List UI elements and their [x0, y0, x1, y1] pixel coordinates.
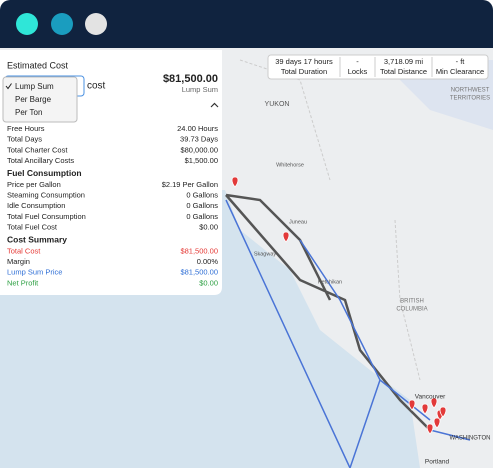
title-bar-base — [0, 30, 493, 48]
section-heading: Fuel Consumption — [7, 168, 82, 178]
stat-label: Total Duration — [281, 67, 327, 76]
stats-box — [267, 54, 489, 80]
check-icon — [5, 83, 12, 90]
row-value: 39.73 Days — [180, 135, 218, 144]
map-pin[interactable] — [282, 231, 290, 243]
window-dot[interactable] — [85, 13, 107, 35]
row-value: $80,000.00 — [180, 145, 218, 154]
map-label: Vancouver — [415, 394, 446, 401]
map-label: NORTHWEST — [451, 88, 490, 94]
panel-title: Estimated Cost — [7, 60, 69, 70]
row-label: Margin — [7, 257, 30, 266]
row-label: Total Fuel Cost — [7, 223, 58, 232]
stat-value: 39 days 17 hours — [275, 57, 333, 66]
stat-label: Total Distance — [380, 67, 427, 76]
row-value: 24.00 Hours — [177, 124, 218, 133]
row-value: 0 Gallons — [186, 190, 218, 199]
row-label: Steaming Consumption — [7, 190, 85, 199]
pins — [231, 176, 447, 435]
dropdown-menu: Lump Sum Per Barge Per Ton — [2, 76, 78, 123]
row-value: $81,500.00 — [180, 268, 218, 277]
row-value: 0.00% — [197, 257, 219, 266]
map-label: BRITISH — [400, 299, 424, 305]
map-label: Portland — [425, 459, 450, 466]
field-suffix: cost — [87, 81, 106, 92]
row-value: $0.00 — [199, 223, 218, 232]
row-value: $81,500.00 — [180, 246, 218, 255]
row-value: $2.19 Per Gallon — [162, 180, 218, 189]
window-dot[interactable] — [51, 13, 73, 35]
row-label: Idle Consumption — [7, 201, 65, 210]
row-label: Total Fuel Consumption — [7, 212, 86, 221]
map-pin[interactable] — [408, 399, 416, 411]
stat-label: Min Clearance — [436, 67, 484, 76]
map-pin[interactable] — [426, 423, 434, 435]
boundary — [225, 199, 471, 468]
row-value: $0.00 — [199, 278, 218, 287]
section-heading: Cost Summary — [7, 235, 67, 245]
row-label: Price per Gallon — [7, 180, 61, 189]
map-label: YUKON — [265, 101, 290, 108]
map-label: Whitehorse — [276, 162, 304, 168]
collapse-chevron[interactable] — [210, 102, 219, 108]
map-pin[interactable] — [421, 403, 429, 415]
row-label: Total Cost — [7, 246, 41, 255]
border — [239, 59, 421, 381]
map-label: WASHINGTON — [449, 436, 490, 442]
map-label: Skagway — [254, 251, 277, 257]
stat-value: - ft — [456, 57, 466, 66]
row-label: Net Profit — [7, 278, 39, 287]
map-pin[interactable] — [439, 406, 447, 418]
menu-bg — [2, 76, 78, 123]
row-value: $1,500.00 — [185, 156, 218, 165]
stat-label: Locks — [348, 67, 368, 76]
window-dot[interactable] — [16, 13, 38, 35]
map-label: Juneau — [289, 219, 307, 225]
map-pin[interactable] — [231, 176, 239, 188]
row-label: Free Hours — [7, 124, 45, 133]
price: $81,500.00 — [163, 73, 218, 85]
map-label: TERRITORIES — [450, 96, 490, 102]
dropdown-option[interactable]: Per Ton — [15, 108, 42, 117]
map-label: Ketchikan — [318, 279, 342, 285]
dropdown-option[interactable]: Lump Sum — [15, 82, 54, 91]
map-pin[interactable] — [433, 417, 441, 429]
row-label: Total Days — [7, 135, 42, 144]
row-label: Total Charter Cost — [7, 145, 68, 154]
price-basis: Lump Sum — [182, 85, 218, 94]
map-pin[interactable] — [430, 397, 438, 409]
dropdown-option[interactable]: Per Barge — [15, 95, 52, 104]
row-label: Lump Sum Price — [7, 268, 62, 277]
map-label: COLUMBIA — [396, 307, 427, 313]
stat-value: - — [356, 57, 359, 66]
row-value: 0 Gallons — [186, 212, 218, 221]
map-labels: YUKON NORTHWEST TERRITORIES Whitehorse Junea… — [254, 88, 491, 466]
row-label: Total Ancillary Costs — [7, 156, 74, 165]
row-value: 0 Gallons — [186, 201, 218, 210]
stat-value: 3,718.09 mi — [384, 57, 424, 66]
